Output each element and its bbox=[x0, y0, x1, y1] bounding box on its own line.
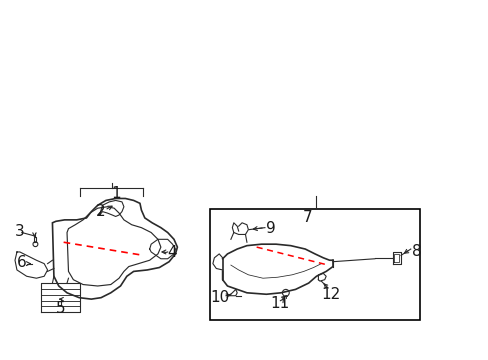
Text: 12: 12 bbox=[321, 287, 340, 302]
Text: 4: 4 bbox=[167, 246, 177, 260]
Text: 11: 11 bbox=[269, 297, 288, 311]
Text: 1: 1 bbox=[111, 186, 120, 201]
Text: 9: 9 bbox=[266, 221, 276, 236]
Text: 3: 3 bbox=[15, 224, 25, 239]
Text: 10: 10 bbox=[210, 290, 229, 305]
Text: 8: 8 bbox=[411, 244, 421, 260]
Bar bbox=[210, 209, 419, 320]
Text: 6: 6 bbox=[17, 255, 27, 270]
Text: 2: 2 bbox=[96, 204, 106, 219]
Text: 5: 5 bbox=[56, 301, 65, 316]
Text: 7: 7 bbox=[302, 211, 312, 225]
